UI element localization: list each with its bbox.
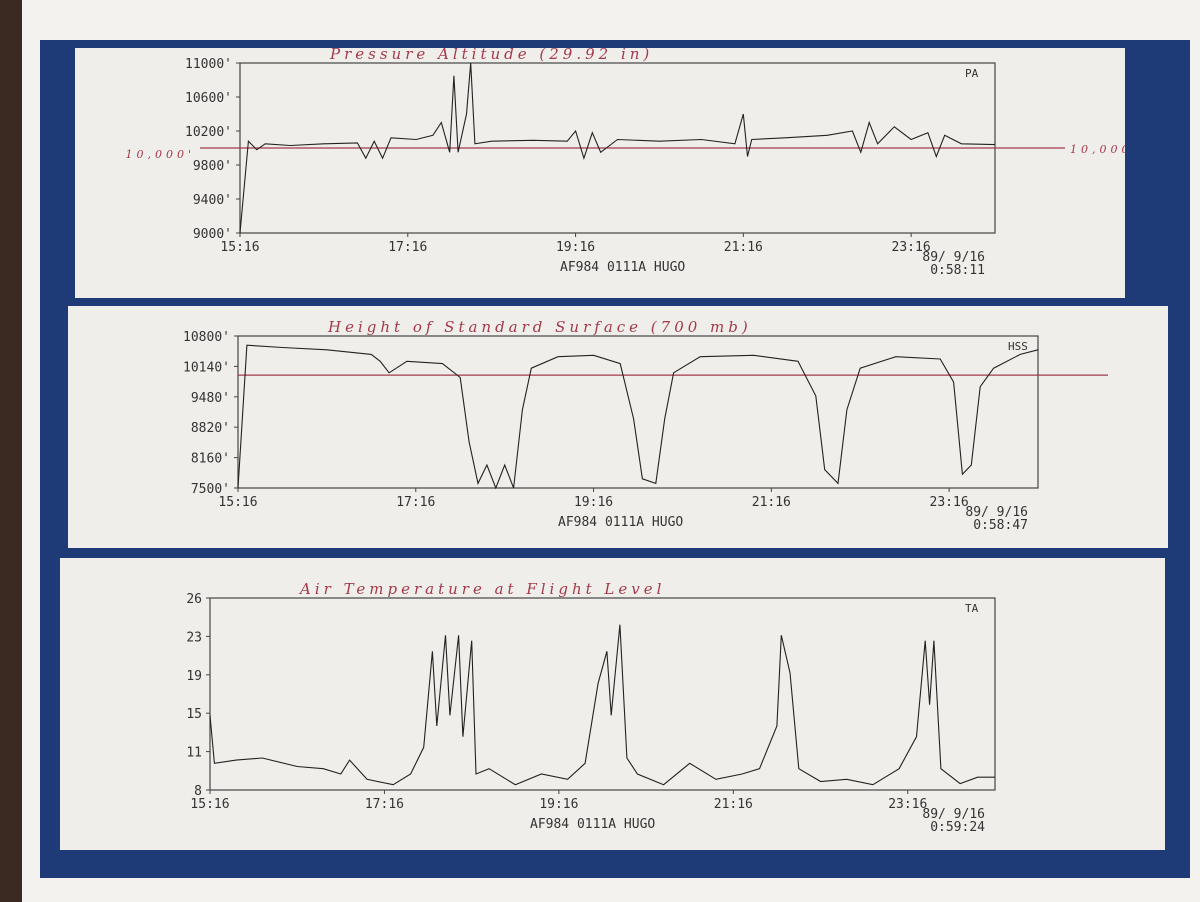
pa-chart: Pressure Altitude (29.92 in) PA 11000' 1060… xyxy=(125,48,1125,278)
x-tick-label: 17:16 xyxy=(396,495,435,510)
y-tick-label: 23 xyxy=(186,630,202,645)
plot-time: 0:59:24 xyxy=(930,820,985,835)
plot-date: 89/ 9/16 xyxy=(922,250,985,265)
plot-area xyxy=(209,597,996,791)
y-tick-label: 10140' xyxy=(183,360,230,375)
pressure-altitude-panel: Pressure Altitude (29.92 in) PA 11000' 1060… xyxy=(75,48,1125,298)
chart-code: PA xyxy=(965,67,979,80)
y-tick-label: 11000' xyxy=(185,57,232,72)
plot-time: 0:58:11 xyxy=(930,263,985,278)
chart-title: Pressure Altitude (29.92 in) xyxy=(329,48,653,63)
y-tick-label: 10800' xyxy=(183,330,230,345)
reference-label-left: 10,000' xyxy=(125,148,195,161)
y-tick-label: 8160' xyxy=(191,452,230,467)
x-tick-label: 19:16 xyxy=(539,797,578,812)
reference-label-right: 10,000 xyxy=(1070,143,1125,156)
y-tick-label: 15 xyxy=(186,707,202,722)
chart-code: HSS xyxy=(1008,340,1028,353)
chart-title: Height of Standard Surface (700 mb) xyxy=(327,318,752,336)
y-tick-label: 10200' xyxy=(185,125,232,140)
data-series xyxy=(209,624,995,786)
x-tick-label: 19:16 xyxy=(574,495,613,510)
plot-area xyxy=(237,335,1039,489)
x-tick-label: 21:16 xyxy=(714,797,753,812)
chart-code: TA xyxy=(965,602,979,615)
x-tick-label: 21:16 xyxy=(724,240,763,255)
data-series xyxy=(239,62,996,234)
table-edge xyxy=(0,0,22,902)
chart-title: Air Temperature at Flight Level xyxy=(298,580,665,598)
x-tick-label: 15:16 xyxy=(218,495,257,510)
x-tick-label: 23:16 xyxy=(888,797,927,812)
x-tick-label: 17:16 xyxy=(365,797,404,812)
y-tick-label: 9480' xyxy=(191,391,230,406)
air-temperature-panel: Air Temperature at Flight Level TA 26 23 19 1… xyxy=(60,558,1165,850)
y-tick-label: 7500' xyxy=(191,482,230,497)
hss-chart: Height of Standard Surface (700 mb) HSS 10… xyxy=(183,318,1108,533)
y-tick-label: 10600' xyxy=(185,91,232,106)
height-standard-surface-panel: Height of Standard Surface (700 mb) HSS 10… xyxy=(68,306,1168,548)
y-tick-label: 9000' xyxy=(193,227,232,242)
flight-id: AF984 0111A HUGO xyxy=(530,817,655,832)
plot-date: 89/ 9/16 xyxy=(965,505,1028,520)
x-tick-label: 19:16 xyxy=(556,240,595,255)
flight-id: AF984 0111A HUGO xyxy=(558,515,683,530)
x-tick-label: 23:16 xyxy=(930,495,969,510)
y-tick-label: 19 xyxy=(186,669,202,684)
x-tick-label: 17:16 xyxy=(388,240,427,255)
y-tick-label: 9800' xyxy=(193,159,232,174)
plot-time: 0:58:47 xyxy=(973,518,1028,533)
y-tick-label: 9400' xyxy=(193,193,232,208)
x-tick-label: 23:16 xyxy=(892,240,931,255)
flight-id: AF984 0111A HUGO xyxy=(560,260,685,275)
y-tick-label: 8820' xyxy=(191,421,230,436)
ta-chart: Air Temperature at Flight Level TA 26 23 19 1… xyxy=(186,580,996,835)
data-series xyxy=(237,344,1039,490)
y-tick-label: 11 xyxy=(186,746,202,761)
y-tick-label: 26 xyxy=(186,592,202,607)
y-tick-label: 8 xyxy=(194,784,202,799)
x-tick-label: 15:16 xyxy=(190,797,229,812)
x-tick-label: 15:16 xyxy=(220,240,259,255)
plot-date: 89/ 9/16 xyxy=(922,807,985,822)
x-tick-label: 21:16 xyxy=(752,495,791,510)
